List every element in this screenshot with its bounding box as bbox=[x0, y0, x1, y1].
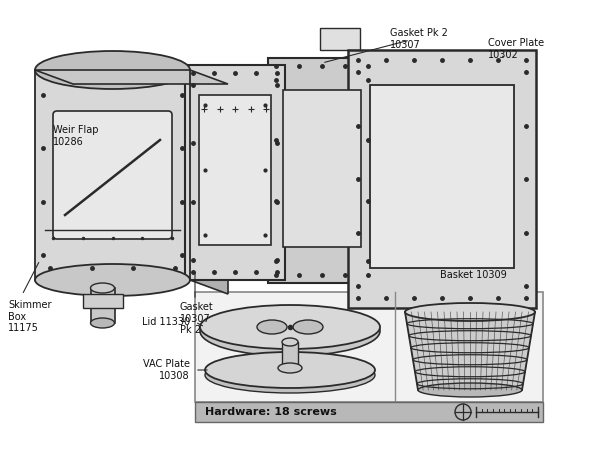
Ellipse shape bbox=[35, 264, 190, 296]
Ellipse shape bbox=[257, 320, 287, 334]
Polygon shape bbox=[35, 70, 228, 84]
Bar bbox=[195, 292, 543, 402]
Bar bbox=[83, 294, 122, 308]
Text: Skimmer
Box
11175: Skimmer Box 11175 bbox=[8, 300, 52, 333]
Ellipse shape bbox=[200, 305, 380, 349]
Ellipse shape bbox=[91, 283, 115, 293]
Ellipse shape bbox=[282, 338, 298, 346]
Bar bbox=[370, 85, 514, 268]
Text: Hardware: 18 screws: Hardware: 18 screws bbox=[205, 407, 337, 417]
Ellipse shape bbox=[278, 363, 302, 373]
Bar bbox=[268, 58, 376, 283]
Ellipse shape bbox=[205, 357, 375, 393]
Text: Weir Flap
10286: Weir Flap 10286 bbox=[53, 125, 98, 147]
Bar bbox=[185, 65, 285, 280]
Text: Gasket Pk 2
10307: Gasket Pk 2 10307 bbox=[390, 28, 448, 50]
Bar bbox=[320, 28, 360, 50]
Ellipse shape bbox=[205, 352, 375, 388]
Polygon shape bbox=[190, 70, 228, 294]
Ellipse shape bbox=[35, 51, 190, 89]
Text: Basket 10309: Basket 10309 bbox=[440, 270, 507, 280]
Bar bbox=[195, 402, 543, 422]
Polygon shape bbox=[405, 312, 535, 390]
Ellipse shape bbox=[200, 306, 380, 356]
Text: Gasket
10307
Pk 2: Gasket 10307 Pk 2 bbox=[180, 302, 214, 335]
Bar bbox=[199, 95, 271, 245]
Ellipse shape bbox=[91, 318, 115, 328]
Ellipse shape bbox=[293, 320, 323, 334]
Ellipse shape bbox=[405, 303, 535, 321]
FancyBboxPatch shape bbox=[53, 111, 172, 239]
Text: Cover Plate
10302: Cover Plate 10302 bbox=[488, 38, 544, 59]
Bar bbox=[91, 288, 115, 323]
Bar bbox=[283, 90, 361, 247]
Text: VAC Plate
10308: VAC Plate 10308 bbox=[143, 359, 190, 381]
Text: Lid 11330: Lid 11330 bbox=[142, 317, 190, 327]
Ellipse shape bbox=[418, 383, 522, 397]
Bar bbox=[35, 70, 190, 280]
Bar bbox=[282, 342, 298, 370]
Bar bbox=[348, 50, 536, 308]
